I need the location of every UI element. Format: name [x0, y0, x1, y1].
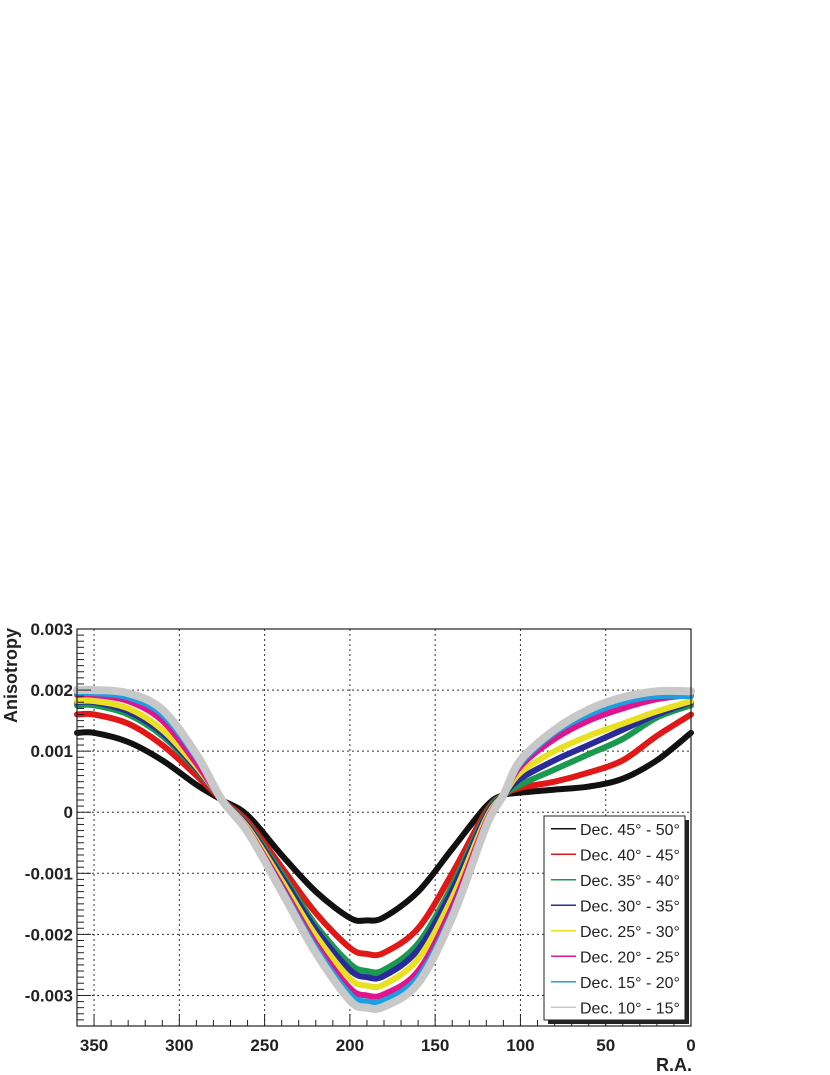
legend-label: Dec. 20° - 25°	[580, 949, 680, 966]
x-tick-label: 150	[421, 1036, 449, 1055]
legend-label: Dec. 35° - 40°	[580, 873, 680, 890]
x-tick-label: 250	[250, 1036, 278, 1055]
x-tick-label: 300	[165, 1036, 193, 1055]
x-axis-title: R.A.	[656, 1055, 692, 1075]
x-tick-label: 0	[686, 1036, 695, 1055]
legend-label: Dec. 45° - 50°	[580, 822, 680, 839]
series-line-6	[74, 691, 694, 1000]
x-tick-label: 50	[596, 1036, 615, 1055]
x-tick-label: 100	[506, 1036, 534, 1055]
y-tick-label: -0.003	[25, 986, 73, 1005]
y-axis-title: Anisotropy	[1, 628, 21, 723]
y-tick-label: 0.002	[30, 681, 73, 700]
legend-label: Dec. 10° - 15°	[580, 1000, 680, 1017]
x-tick-label: 200	[336, 1036, 364, 1055]
legend-label: Dec. 25° - 30°	[580, 924, 680, 941]
y-tick-label: -0.002	[25, 925, 73, 944]
series-line-5	[74, 697, 694, 991]
series-group	[73, 685, 695, 1013]
series-line-1	[74, 729, 694, 924]
y-tick-label: 0.003	[30, 620, 73, 639]
legend-label: Dec. 15° - 20°	[580, 975, 680, 992]
series-line-8	[73, 685, 695, 1013]
y-tick-label: 0	[64, 803, 73, 822]
legend-box	[543, 815, 686, 1021]
axis-ticks	[76, 628, 692, 1027]
y-tick-label: -0.001	[25, 864, 73, 883]
legend-label: Dec. 40° - 45°	[580, 847, 680, 864]
y-tick-label: 0.001	[30, 742, 73, 761]
series-line-2	[74, 710, 694, 959]
tick-labels: 350 300 250 200 150 100 50 0 0.003 0.002 0.001 0 -0.…	[25, 620, 696, 1055]
legend-label: Dec. 30° - 35°	[580, 898, 680, 915]
x-tick-label: 350	[80, 1036, 108, 1055]
legend: Dec. 45° - 50° Dec. 40° - 45° Dec. 35° - 4…	[543, 815, 689, 1024]
